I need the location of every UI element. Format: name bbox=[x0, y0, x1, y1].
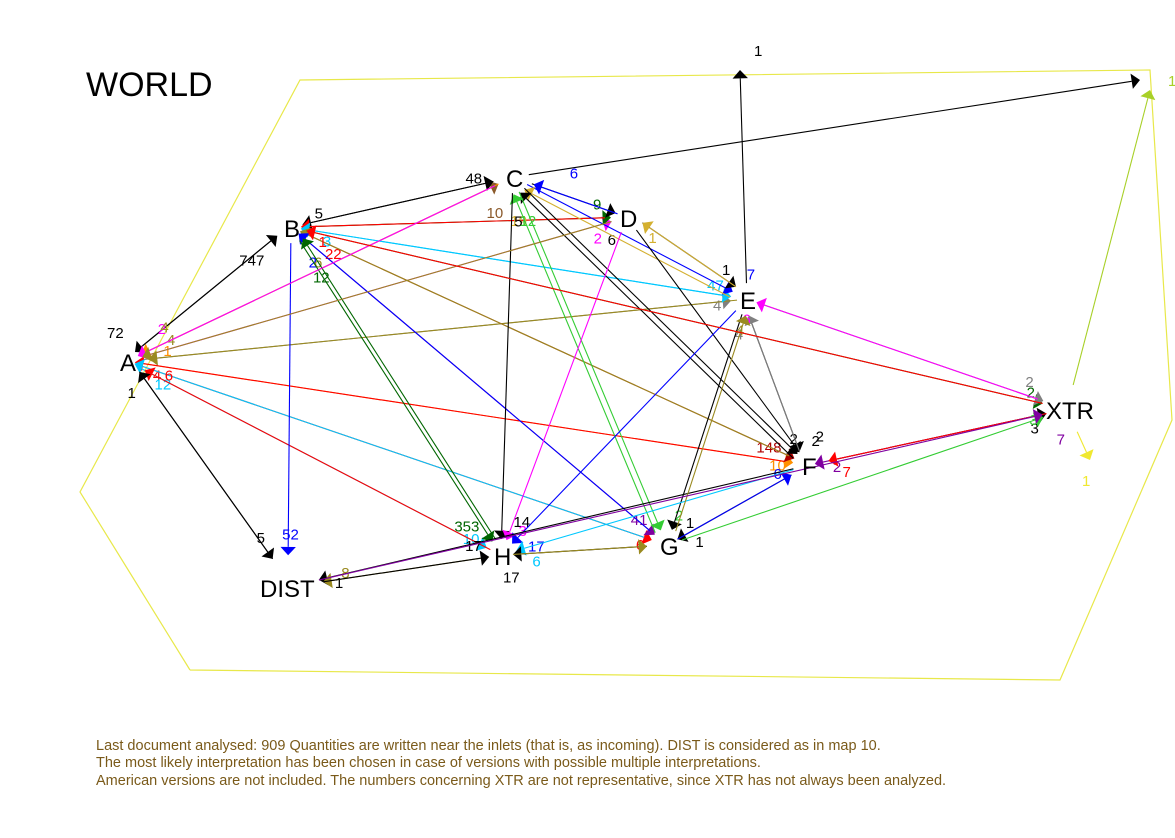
edge-line bbox=[327, 469, 793, 578]
node-label-g: G bbox=[660, 534, 679, 561]
edge-qty-label: 5 bbox=[315, 205, 323, 222]
edge-qty-label: 12 bbox=[520, 213, 537, 230]
edge-qty-label: 4 bbox=[713, 298, 721, 315]
edge-qty-label: 1 bbox=[695, 534, 703, 551]
edge-line bbox=[676, 324, 744, 532]
edge-line bbox=[305, 239, 650, 531]
footer-line-2: The most likely interpretation has been … bbox=[96, 755, 1096, 772]
edge-qty-label: 148 bbox=[756, 439, 781, 456]
node-label-f: F bbox=[802, 454, 817, 481]
diagram-title: WORLD bbox=[86, 66, 213, 105]
edge-line bbox=[509, 232, 621, 532]
edge-qty-label: 2 bbox=[594, 231, 602, 248]
edge-line bbox=[309, 230, 725, 296]
edge-qty-label: 6 bbox=[165, 367, 173, 384]
edge-line bbox=[288, 243, 291, 547]
edge-line bbox=[144, 379, 272, 559]
edge-line bbox=[502, 193, 513, 531]
edge-qty-label: 1 bbox=[319, 234, 327, 251]
edge-qty-label: 353 bbox=[454, 519, 479, 536]
edge-qty-label: 1 bbox=[754, 43, 762, 60]
edge-line bbox=[636, 230, 794, 445]
edge-line bbox=[157, 300, 737, 358]
edge-line bbox=[142, 366, 644, 537]
edge-qty-label: 7 bbox=[843, 464, 851, 481]
edge-arrowhead bbox=[301, 238, 314, 249]
edge-qty-label: 12 bbox=[313, 269, 330, 286]
edge-qty-label: 6 bbox=[532, 554, 540, 571]
edge-line bbox=[542, 187, 618, 214]
node-label-dist: DIST bbox=[260, 576, 315, 603]
edge-line bbox=[152, 374, 490, 549]
footer-block: Last document analysed: 909 Quantities a… bbox=[96, 738, 1096, 790]
edge-qty-label: 2 bbox=[1025, 374, 1033, 391]
edge-arrowhead bbox=[1131, 74, 1140, 89]
edge-qty-label: 1 bbox=[722, 262, 730, 279]
edge-qty-label: 2 bbox=[816, 429, 824, 446]
edge-qty-label: 52 bbox=[282, 526, 299, 543]
node-label-xtr: XTR bbox=[1046, 398, 1094, 425]
node-label-e: E bbox=[740, 288, 756, 315]
edge-line bbox=[518, 311, 736, 538]
edge-line bbox=[682, 420, 1035, 540]
edge-qty-label: 17 bbox=[503, 569, 520, 586]
edge-qty-label: 7 bbox=[1057, 432, 1065, 449]
edge-qty-label: 1 bbox=[127, 385, 135, 402]
edge-line bbox=[1073, 98, 1148, 385]
edge-line bbox=[311, 182, 494, 223]
edge-line bbox=[527, 185, 725, 288]
edge-line bbox=[315, 233, 1043, 404]
edge-line bbox=[1077, 432, 1086, 453]
edge-qty-label: 6 bbox=[608, 232, 616, 249]
node-label-h: H bbox=[494, 544, 511, 571]
edge-line bbox=[517, 202, 655, 533]
edge-qty-label: 1 bbox=[648, 230, 656, 247]
edge-line bbox=[529, 81, 1132, 174]
edge-line bbox=[309, 218, 605, 227]
edge-qty-label: 4 bbox=[160, 320, 168, 337]
node-label-c: C bbox=[506, 166, 523, 193]
edge-arrowhead bbox=[280, 547, 295, 555]
edge-line bbox=[764, 305, 1037, 399]
edge-qty-label: 1 bbox=[1168, 73, 1175, 90]
edge-line bbox=[143, 364, 785, 462]
diagram-svg: 7477210124410461210651485922473148641235… bbox=[0, 0, 1175, 838]
node-label-d: D bbox=[620, 206, 637, 233]
edge-qty-label: 1 bbox=[1082, 473, 1090, 490]
diagram-stage: 7477210124410461210651485922473148641235… bbox=[0, 0, 1175, 838]
edge-line bbox=[524, 470, 793, 549]
edge-qty-label: 4 bbox=[736, 323, 744, 340]
edge-line bbox=[740, 78, 746, 283]
footer-line-1: Last document analysed: 909 Quantities a… bbox=[96, 738, 1096, 755]
node-label-b: B bbox=[284, 216, 300, 243]
edge-qty-label: 7 bbox=[747, 267, 755, 284]
node-label-a: A bbox=[120, 350, 136, 377]
edge-qty-label: 72 bbox=[107, 325, 124, 342]
edge-arrowhead bbox=[261, 548, 274, 559]
edge-qty-label: 1 bbox=[686, 515, 694, 532]
frame-polyline bbox=[80, 70, 1172, 680]
edge-qty-label: 10 bbox=[487, 205, 504, 222]
footer-line-3: American versions are not included. The … bbox=[96, 773, 1096, 790]
edge-qty-label: 747 bbox=[239, 253, 264, 270]
edge-arrowhead bbox=[1080, 449, 1094, 460]
